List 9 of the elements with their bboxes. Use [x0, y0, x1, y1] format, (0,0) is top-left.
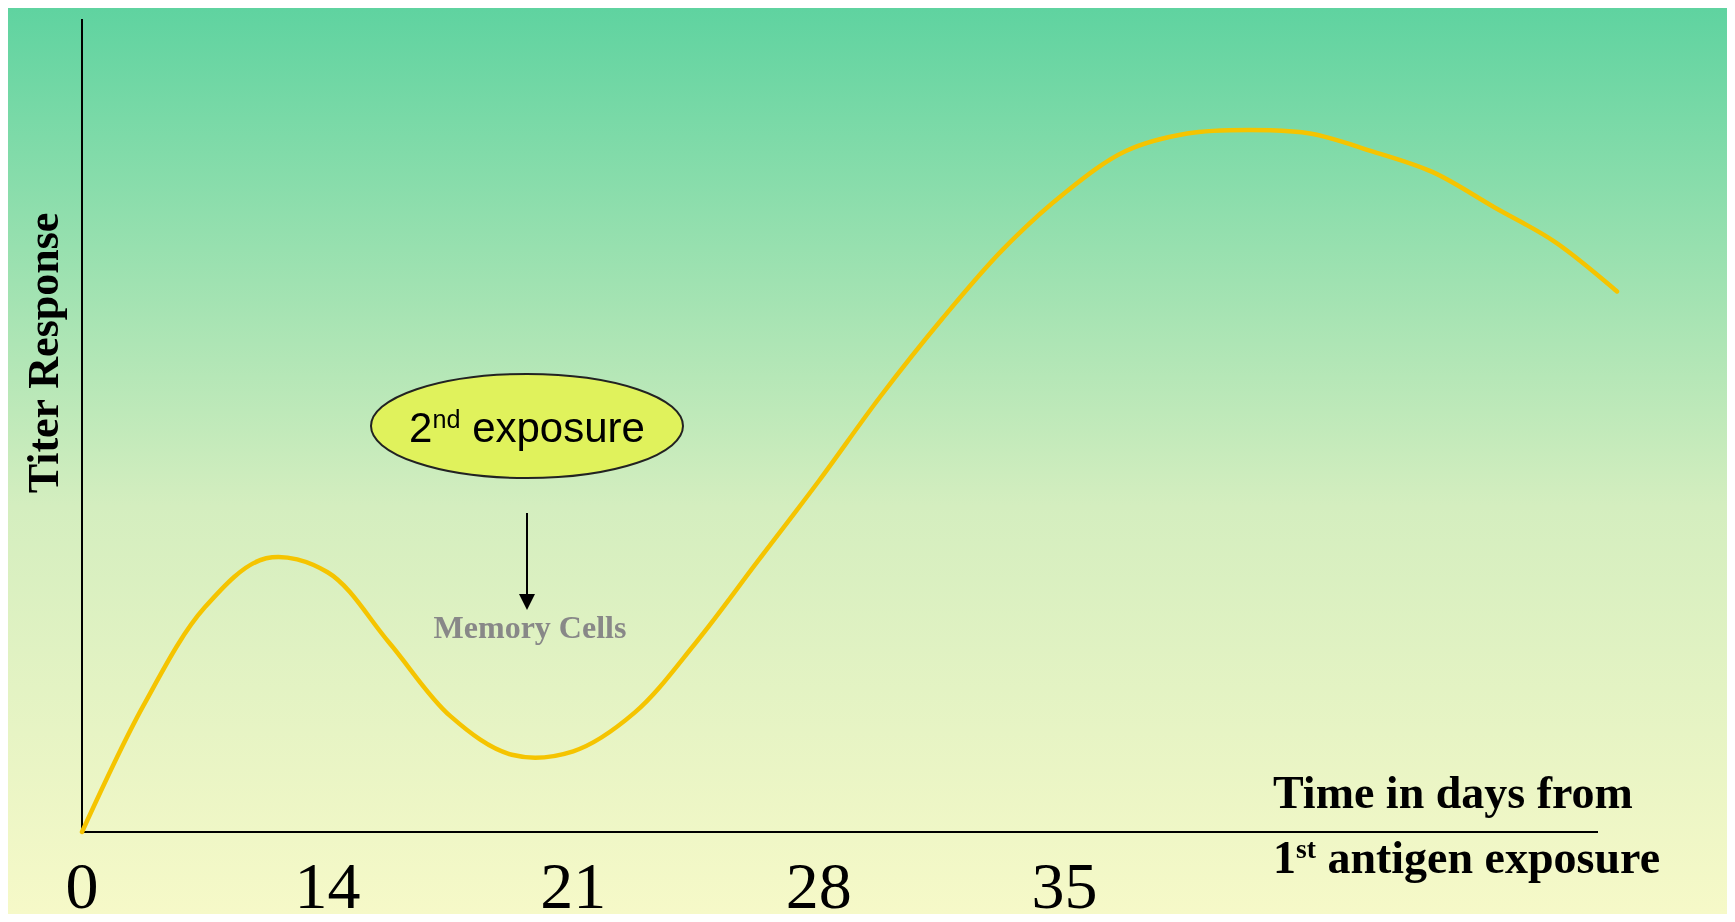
- x-tick-label: 14: [294, 849, 361, 922]
- x-tick-label: 21: [540, 849, 607, 922]
- x-tick-label: 28: [785, 849, 852, 922]
- x-tick-label: 35: [1031, 849, 1098, 922]
- annotation: Memory Cells: [433, 609, 627, 645]
- x-tick-label: 0: [65, 849, 99, 922]
- annotation: 2$^{nd}$ exposure: [409, 404, 645, 451]
- x-axis-title: Time in days from 1$^{st}$ antigen exposure: [1273, 767, 1661, 883]
- y-axis-title: Titer Response: [19, 212, 68, 494]
